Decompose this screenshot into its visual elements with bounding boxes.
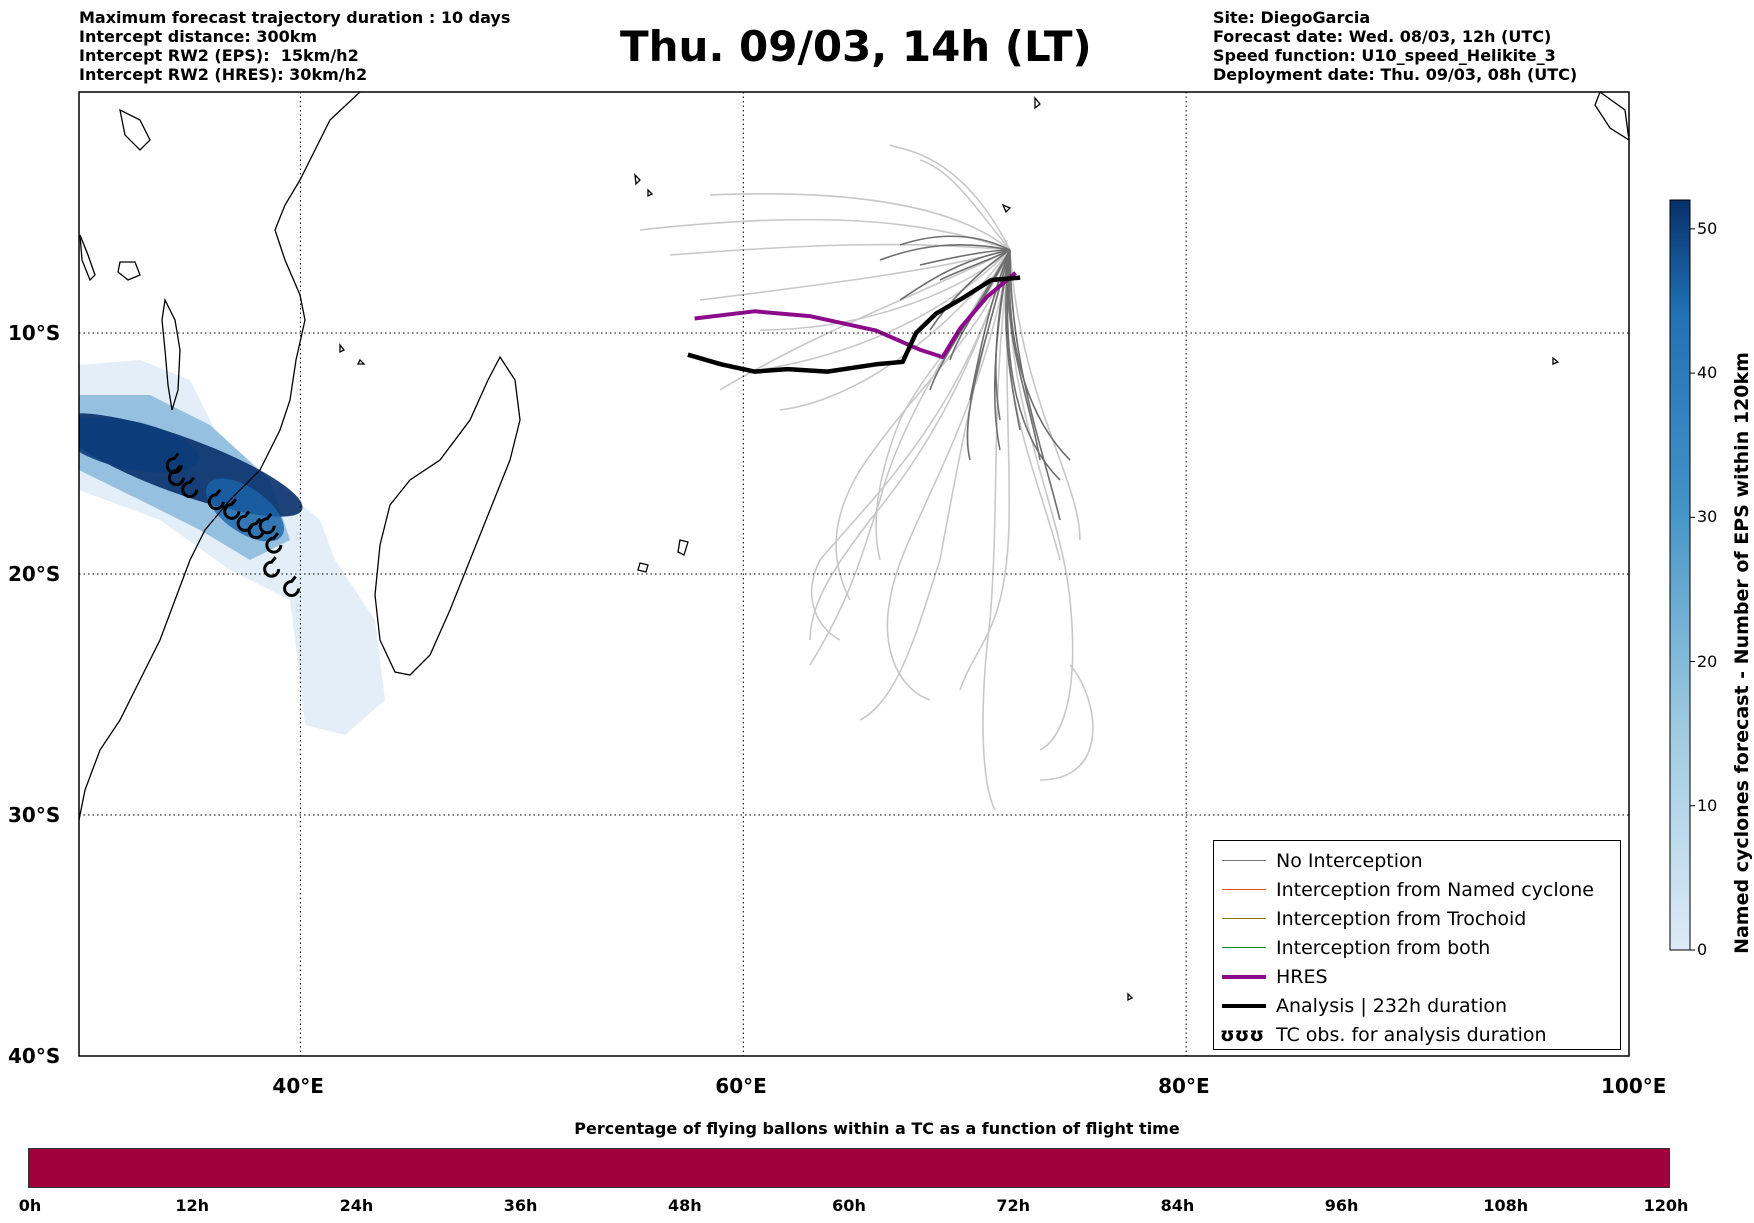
sumatra-tip xyxy=(1594,92,1629,141)
cyclone-density-field xyxy=(79,360,385,735)
flight-time-tick: 36h xyxy=(503,1196,538,1215)
legend-entry: Interception from Named cyclone xyxy=(1214,878,1620,902)
lake-tanganyika xyxy=(79,234,96,282)
info_right-line: Deployment date: Thu. 09/03, 08h (UTC) xyxy=(1213,65,1578,84)
legend-swatch xyxy=(1222,918,1266,919)
legend-entry: No Interception xyxy=(1214,849,1620,873)
tc-obs-marker xyxy=(247,517,265,540)
madagascar-coast xyxy=(374,355,521,676)
legend-swatch: ʊʊʊ xyxy=(1220,1024,1265,1046)
flight-time-tick: 84h xyxy=(1160,1196,1195,1215)
colorbar-label: Named cyclones forecast - Number of EPS … xyxy=(1731,352,1753,954)
colorbar-tick-label: 30 xyxy=(1697,507,1718,527)
legend-label: Analysis | 232h duration xyxy=(1276,995,1508,1017)
tc-obs-marker xyxy=(165,452,183,475)
tc-obs-marker xyxy=(263,556,281,578)
legend-label: Interception from both xyxy=(1276,937,1491,959)
flight-time-tick: 0h xyxy=(18,1196,42,1215)
analysis-track xyxy=(687,275,1021,374)
legend-entry: ʊʊʊ TC obs. for analysis duration xyxy=(1214,1023,1620,1047)
comoros xyxy=(339,343,366,365)
lat-tick-label: 30°S xyxy=(8,803,61,827)
tc-obs-marker xyxy=(258,512,276,535)
hres-track xyxy=(694,271,1017,360)
legend-swatch xyxy=(1222,947,1266,948)
run-info-left: Maximum forecast trajectory duration : 1… xyxy=(79,8,510,84)
tc-obs-marker xyxy=(223,498,241,520)
lat-tick-label: 40°S xyxy=(8,1044,61,1068)
legend-entry: Interception from both xyxy=(1214,936,1620,960)
tc-obs-marker xyxy=(283,575,301,597)
legend-entry: HRES xyxy=(1214,965,1620,989)
map-frame xyxy=(78,91,1630,1057)
sri-lanka-tip xyxy=(1034,96,1041,110)
colorbar xyxy=(1669,199,1691,951)
colorbar-tick-label: 20 xyxy=(1697,651,1718,671)
lon-tick-label: 80°E xyxy=(1158,1074,1210,1098)
lon-tick-label: 60°E xyxy=(715,1074,767,1098)
flight-time-tick: 60h xyxy=(832,1196,866,1215)
map-gridlines xyxy=(79,92,1629,1056)
colorbar-tick-label: 10 xyxy=(1697,795,1718,815)
legend-label: Interception from Trochoid xyxy=(1276,908,1527,930)
legend-label: TC obs. for analysis duration xyxy=(1276,1024,1547,1046)
page-title: Thu. 09/03, 14h (LT) xyxy=(620,22,1092,71)
lat-tick-label: 10°S xyxy=(8,321,61,345)
flight-time-tick: 48h xyxy=(667,1196,702,1215)
mauritius xyxy=(677,539,689,556)
lake-victoria xyxy=(117,261,141,281)
info_left-line: Intercept RW2 (EPS): 15km/h2 xyxy=(79,46,359,65)
info_left-line: Maximum forecast trajectory duration : 1… xyxy=(79,8,511,27)
lat-tick-label: 20°S xyxy=(8,562,61,586)
tc-obs-marker xyxy=(181,476,199,499)
tc-obs-marker xyxy=(265,532,283,554)
tc-obs-marker xyxy=(167,464,185,487)
flight-time-tick: 96h xyxy=(1324,1196,1359,1215)
colorbar-tick-label: 50 xyxy=(1697,218,1718,238)
legend-label: HRES xyxy=(1276,966,1328,988)
flight-time-tick: 120h xyxy=(1643,1196,1689,1215)
legend-swatch xyxy=(1222,1004,1266,1008)
eps-trajectories-dark xyxy=(879,235,1071,521)
chagos xyxy=(1001,203,1012,214)
flight-time-tick: 24h xyxy=(339,1196,374,1215)
tc-observations xyxy=(165,452,301,597)
coastlines xyxy=(79,92,1629,1002)
seychelles xyxy=(634,173,654,198)
eps-trajectories-light xyxy=(639,144,1094,811)
legend-swatch xyxy=(1222,975,1266,979)
tc-obs-marker xyxy=(207,488,225,511)
colorbar-tick-label: 0 xyxy=(1697,940,1708,959)
amsterdam-isl xyxy=(1127,992,1134,1002)
legend-swatch xyxy=(1222,860,1266,861)
bottom-chart-title: Percentage of flying ballons within a TC… xyxy=(574,1119,1180,1138)
info_right-line: Speed function: U10_speed_Helikite_3 xyxy=(1213,46,1556,65)
flight-time-tick: 72h xyxy=(996,1196,1031,1215)
run-info-right: Site: DiegoGarcia Forecast date: Wed. 08/… xyxy=(1213,8,1577,84)
legend-entry: Analysis | 232h duration xyxy=(1214,994,1620,1018)
africa-coast xyxy=(79,92,361,821)
legend: No Interception Interception from Named c… xyxy=(1213,840,1621,1050)
lon-tick-label: 40°E xyxy=(272,1074,324,1098)
reunion xyxy=(637,562,649,573)
info_right-line: Forecast date: Wed. 08/03, 12h (UTC) xyxy=(1213,27,1552,46)
legend-swatch xyxy=(1222,889,1266,890)
legend-entry: Interception from Trochoid xyxy=(1214,907,1620,931)
lon-tick-label: 100°E xyxy=(1601,1074,1667,1098)
info_left-line: Intercept RW2 (HRES): 30km/h2 xyxy=(79,65,368,84)
info_right-line: Site: DiegoGarcia xyxy=(1213,8,1371,27)
flight-time-tick: 108h xyxy=(1483,1196,1529,1215)
cocos xyxy=(1552,356,1560,365)
flight-time-bar xyxy=(28,1148,1670,1188)
legend-label: Interception from Named cyclone xyxy=(1276,879,1594,901)
flight-time-tick: 12h xyxy=(175,1196,210,1215)
colorbar-tick-label: 40 xyxy=(1697,363,1718,383)
legend-label: No Interception xyxy=(1276,850,1423,872)
info_left-line: Intercept distance: 300km xyxy=(79,27,318,46)
lake-malawi xyxy=(161,297,181,411)
lake-victoria-2 xyxy=(119,108,151,151)
